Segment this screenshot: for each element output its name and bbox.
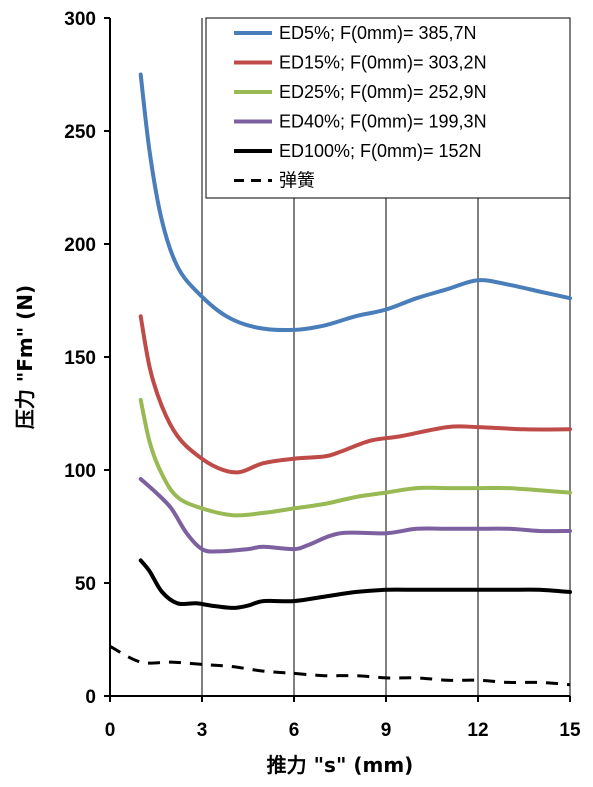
y-tick-label: 50 [75, 574, 96, 595]
legend-box [205, 17, 571, 199]
x-tick-label: 12 [467, 720, 488, 741]
series-line-3 [138, 397, 572, 518]
series-line-1 [138, 72, 572, 333]
y-tick-label: 300 [64, 9, 96, 30]
series-line-6 [109, 644, 571, 687]
x-tick-label: 0 [105, 720, 116, 741]
legend: ED5%; F(0mm)= 385,7N ED15%; F(0mm)= 303,2… [205, 17, 571, 199]
x-axis-title: 推力 "s" (mm) [267, 753, 414, 777]
legend-label: ED40%; F(0mm)= 199,3N [279, 112, 487, 132]
legend-label: ED15%; F(0mm)= 303,2N [279, 53, 487, 73]
x-tick-label: 15 [559, 720, 581, 741]
x-tick-label: 3 [197, 720, 208, 741]
series-line-2 [138, 314, 572, 475]
y-tick-label: 100 [64, 461, 96, 482]
legend-label: ED100%; F(0mm)= 152N [279, 141, 482, 161]
series-line-5 [138, 558, 572, 610]
y-tick-label: 150 [64, 348, 96, 369]
legend-label: ED25%; F(0mm)= 252,9N [279, 82, 487, 102]
series-line-4 [138, 477, 572, 554]
y-tick-label: 200 [64, 235, 96, 256]
y-axis-title: 压力 "Fm" (N) [13, 285, 37, 429]
series [109, 72, 572, 687]
legend-label: ED5%; F(0mm)= 385,7N [279, 23, 477, 43]
legend-label: 弹簧 [279, 171, 315, 191]
y-tick-label: 250 [64, 122, 96, 143]
y-tick-label: 0 [85, 687, 96, 708]
x-tick-label: 6 [289, 720, 300, 741]
x-tick-label: 9 [381, 720, 392, 741]
